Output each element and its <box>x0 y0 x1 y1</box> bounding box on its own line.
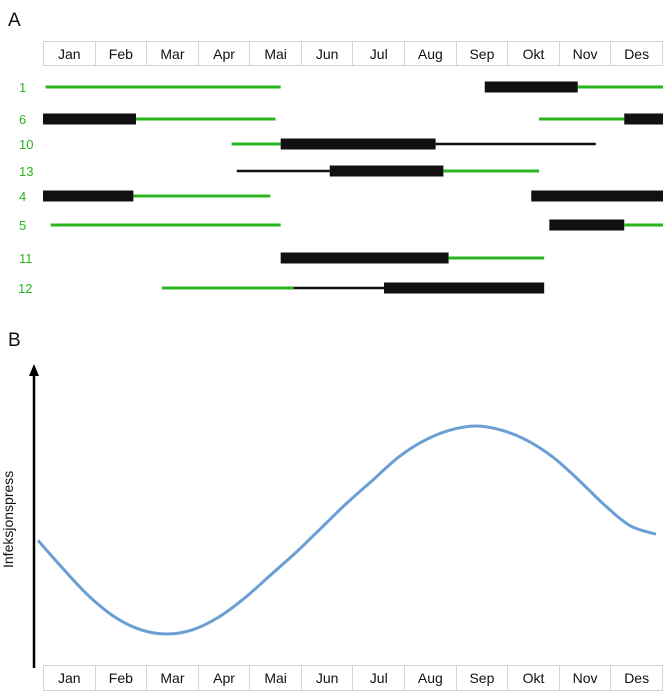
row-label-10: 10 <box>19 137 33 152</box>
month-header-row: Jan Feb Mar Apr Mai Jun Jul Aug Sep Okt Nov Des <box>43 41 663 66</box>
month-axis-des: Des <box>624 670 650 686</box>
month-header-mar: Mar <box>147 42 199 65</box>
row-label-13: 13 <box>19 164 33 179</box>
row-label-5: 5 <box>19 218 26 233</box>
month-header-des: Des <box>624 45 650 62</box>
y-axis-label: Infeksjonspress <box>0 471 16 568</box>
gantt-chart: 1 6 10 13 4 5 11 12 <box>18 80 663 296</box>
panel-a-label: A <box>8 10 21 31</box>
month-axis-jul: Jul <box>353 666 406 690</box>
month-axis-sep: Sep <box>457 666 509 690</box>
month-header-aug: Aug <box>405 42 457 65</box>
month-axis-apr: Apr <box>199 666 251 690</box>
month-axis-row: Jan Feb Mar Apr Mai Jun Jul Aug Sep Okt Nov Des <box>43 665 663 691</box>
month-header-mai: Mai <box>250 42 302 65</box>
panel-b-label: B <box>8 330 21 351</box>
month-header-nov: Nov <box>560 42 612 65</box>
month-header-apr: Apr <box>199 42 251 65</box>
month-header-jan: Jan <box>44 42 96 65</box>
month-header-feb: Feb <box>96 42 148 65</box>
month-header-jun: Jun <box>302 42 354 65</box>
row-label-1: 1 <box>19 80 26 95</box>
row-label-4: 4 <box>19 189 26 204</box>
month-axis-aug: Aug <box>405 666 457 690</box>
month-axis-feb: Feb <box>96 666 148 690</box>
month-header-sep: Sep <box>457 42 509 65</box>
month-axis-mar: Mar <box>147 666 199 690</box>
row-label-12: 12 <box>18 281 32 296</box>
month-axis-jan: Jan <box>44 666 96 690</box>
month-header-okt: Okt <box>508 42 560 65</box>
row-label-11: 11 <box>19 251 33 266</box>
y-axis-arrow-icon <box>29 364 39 376</box>
month-axis-jun: Jun <box>302 666 354 690</box>
month-axis-mai: Mai <box>250 666 302 690</box>
month-axis-nov: Nov <box>560 666 612 690</box>
row-label-6: 6 <box>19 112 26 127</box>
month-header-jul: Jul <box>353 42 406 65</box>
month-axis-okt: Okt <box>508 666 560 690</box>
infection-pressure-curve <box>36 424 657 636</box>
